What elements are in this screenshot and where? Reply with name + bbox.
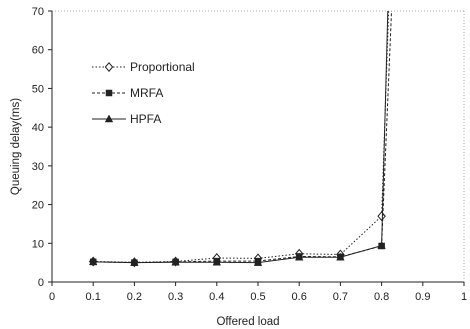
data-point-hpfa	[88, 257, 98, 266]
series-mrfa	[89, 11, 393, 266]
axes	[48, 10, 465, 286]
legend: Proportional MRFA HPFA	[92, 60, 195, 126]
x-tick-label: 0	[49, 291, 55, 303]
series-line-mrfa	[93, 11, 393, 264]
x-tick-label: 0.5	[250, 291, 265, 303]
legend-marker-mrfa	[105, 89, 113, 97]
tick-labels: 0 0.1 0.2 0.3 0.4 0.5 0.6 0.7 0.8 0.9 101020304050…	[32, 6, 467, 303]
legend-label: HPFA	[130, 112, 161, 126]
y-tick-label: 40	[32, 122, 44, 134]
data-point-hpfa	[294, 252, 304, 261]
x-tick-label: 0.6	[292, 291, 307, 303]
legend-item-proportional: Proportional	[92, 60, 195, 74]
data-point-proportional	[377, 211, 386, 222]
x-tick-label: 0.4	[209, 291, 224, 303]
legend-marker-proportional	[104, 62, 114, 72]
data-point-hpfa	[253, 258, 263, 266]
x-tick-label: 0.7	[333, 291, 348, 303]
legend-label: Proportional	[130, 60, 195, 74]
series-line-hpfa	[93, 11, 389, 264]
x-tick-label: 0.9	[415, 291, 430, 303]
y-tick-label: 50	[32, 83, 44, 95]
data-point-hpfa	[212, 257, 222, 266]
x-tick-label: 0.3	[168, 291, 183, 303]
x-tick-label: 1	[461, 291, 467, 303]
y-tick-label: 30	[32, 161, 44, 173]
x-tick-label: 0.1	[86, 291, 101, 303]
data-point-hpfa	[377, 241, 386, 249]
y-tick-label: 70	[32, 6, 44, 18]
x-tick-label: 0.2	[127, 291, 142, 303]
x-axis-title: Offered load	[216, 316, 279, 328]
data-point-hpfa	[171, 257, 180, 266]
series-hpfa	[88, 11, 389, 266]
legend-marker-hpfa	[104, 114, 114, 123]
series-proportional	[88, 11, 390, 268]
legend-item-mrfa: MRFA	[92, 86, 163, 100]
y-tick-label: 10	[32, 238, 44, 250]
x-tick-label: 0.8	[374, 291, 389, 303]
data-point-hpfa	[130, 258, 139, 266]
legend-label: MRFA	[130, 86, 163, 100]
y-tick-label: 20	[32, 200, 44, 212]
legend-item-hpfa: HPFA	[92, 112, 161, 126]
y-tick-label: 0	[38, 277, 44, 289]
data-series	[88, 11, 393, 268]
data-point-hpfa	[336, 252, 345, 261]
series-line-proportional	[93, 11, 390, 263]
y-tick-label: 60	[32, 45, 44, 57]
y-axis-title: Queuing delay(ms)	[10, 98, 22, 195]
